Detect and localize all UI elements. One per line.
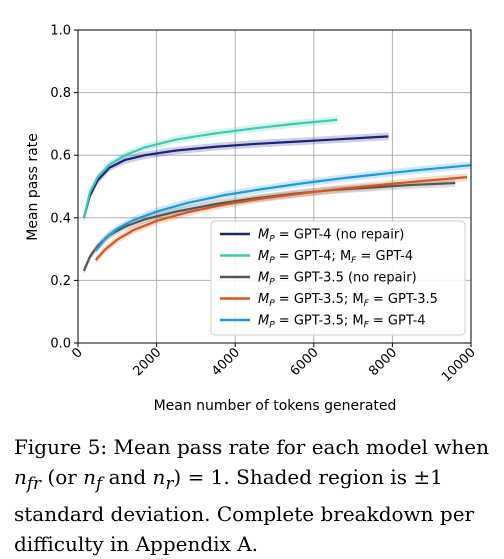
caption-text-or: (or xyxy=(41,465,84,489)
x-tick-label: 2000 xyxy=(130,345,164,379)
x-tick-label: 4000 xyxy=(209,345,243,379)
series-line-0 xyxy=(82,135,389,219)
caption-line-2: nfr (or nf and nr) = 1. Shaded region is… xyxy=(14,462,494,499)
x-tick-label: 10000 xyxy=(439,345,479,385)
plot-frame xyxy=(77,29,472,344)
legend-box xyxy=(210,220,466,336)
series-line-1 xyxy=(82,118,338,219)
caption-line-4: difficulty in Appendix A. xyxy=(14,532,259,556)
y-tick-label: 0.8 xyxy=(50,86,71,101)
caption-sub-r: r xyxy=(165,474,174,493)
legend-label: MP = GPT-3.5; MF = GPT-3.5 xyxy=(258,292,438,309)
x-axis-label: Mean number of tokens generated xyxy=(154,398,397,414)
caption-var-n: n xyxy=(83,465,97,489)
caption-sub-fr: fr xyxy=(26,474,42,493)
series-line-4 xyxy=(94,164,472,252)
caption-text-and: and xyxy=(102,465,153,489)
figure-caption: Figure 5: Mean pass rate for each model … xyxy=(14,432,494,559)
legend-label: MP = GPT-3.5 (no repair) xyxy=(258,271,417,288)
legend-label: MP = GPT-3.5; MF = GPT-4 xyxy=(258,314,426,331)
chart: 0.0 0.2 0.4 0.6 0.8 1.0 0 2000 4000 6000 8000 1000… xyxy=(25,24,479,415)
x-tick-label: 8000 xyxy=(366,345,400,379)
y-tick-label: 1.0 xyxy=(50,24,71,39)
x-axis: 0 2000 4000 6000 8000 10000 xyxy=(69,343,479,385)
legend-label: MP = GPT-4; MF = GPT-4 xyxy=(258,249,413,266)
caption-text-rest: ) = 1. Shaded region is ±1 xyxy=(173,465,443,489)
series-line-3 xyxy=(94,176,468,261)
std-band-3 xyxy=(95,173,468,264)
std-band-1 xyxy=(83,116,338,222)
caption-line-3: standard deviation. Complete breakdown p… xyxy=(14,502,475,526)
y-axis: 0.0 0.2 0.4 0.6 0.8 1.0 xyxy=(50,24,78,352)
y-tick-label: 0.6 xyxy=(50,149,71,164)
caption-var-n: n xyxy=(14,465,27,489)
y-tick-label: 0.2 xyxy=(50,274,71,289)
std-band-0 xyxy=(83,132,389,222)
y-tick-label: 0.4 xyxy=(50,211,71,226)
caption-var-n: n xyxy=(152,465,166,489)
y-axis-label: Mean pass rate xyxy=(25,133,41,241)
x-tick-label: 0 xyxy=(69,345,85,361)
legend: MP = GPT-4 (no repair) MP = GPT-4; MF = G… xyxy=(210,220,466,336)
y-tick-label: 0.0 xyxy=(50,337,71,352)
series-lines xyxy=(82,118,472,272)
caption-sub-f: f xyxy=(96,474,103,493)
caption-line-1: Figure 5: Mean pass rate for each model … xyxy=(14,435,490,459)
x-tick-label: 6000 xyxy=(288,345,322,379)
legend-label: MP = GPT-4 (no repair) xyxy=(258,228,404,245)
